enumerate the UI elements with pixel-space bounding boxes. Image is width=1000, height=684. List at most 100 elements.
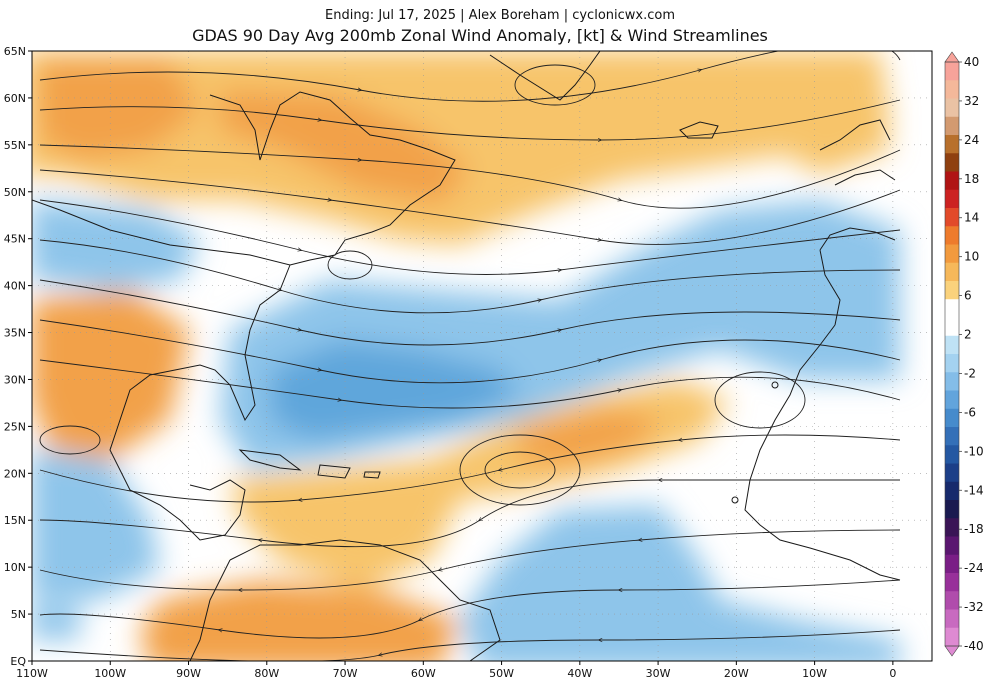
colorbar-swatch <box>945 372 959 391</box>
colorbar-label: 24 <box>964 133 979 147</box>
colorbar-label: -2 <box>964 366 976 380</box>
coast-europe <box>819 119 896 326</box>
colorbar-swatch <box>945 536 959 556</box>
lon-tick-label: 0 <box>889 667 896 680</box>
lon-tick-label: 70W <box>333 667 358 680</box>
streamline <box>39 144 901 209</box>
lon-tick-label: 60W <box>411 667 436 680</box>
colorbar-swatch <box>945 135 959 154</box>
colorbar-swatch <box>945 445 959 464</box>
streamline-gyre-west <box>39 425 101 455</box>
colorbar-max-extend <box>944 51 960 63</box>
lat-tick-label: 45N <box>4 233 26 246</box>
colorbar-label: 18 <box>964 172 979 186</box>
colorbar-swatch <box>945 98 959 118</box>
longitude-axis: 110W 100W 90W 80W 70W 60W 50W 40W 30W 20W 10W 0 <box>16 661 896 680</box>
colorbar-swatch <box>945 299 959 318</box>
streamline <box>39 169 901 245</box>
lon-tick-label: 10W <box>802 667 827 680</box>
streamline <box>39 359 901 409</box>
lat-tick-label: 35N <box>4 327 26 340</box>
streamline <box>39 239 901 314</box>
colorbar-label: -24 <box>964 561 984 575</box>
colorbar-swatch <box>945 317 959 337</box>
anomaly-negative-west <box>32 200 200 290</box>
streamline <box>39 434 901 503</box>
streamline-gyre-north <box>514 64 596 106</box>
anomaly-positive-southwest <box>32 290 190 460</box>
streamline <box>39 199 901 275</box>
colorbar-label: 6 <box>964 289 972 303</box>
lat-tick-label: 10N <box>4 561 26 574</box>
colorbar-swatch <box>945 481 959 501</box>
lat-tick-label: 55N <box>4 139 26 152</box>
colorbar-swatch <box>945 226 959 245</box>
map-title: GDAS 90 Day Avg 200mb Zonal Wind Anomaly… <box>192 26 768 45</box>
lon-tick-label: 50W <box>489 667 514 680</box>
lat-tick-label: 5N <box>11 608 26 621</box>
colorbar-swatch <box>945 335 959 355</box>
map-border <box>31 50 933 662</box>
lon-tick-label: 100W <box>94 667 126 680</box>
streamline-gyre-east <box>714 371 806 429</box>
lat-tick-label: 40N <box>4 280 26 293</box>
colorbar: 40 32 24 18 14 10 6 2 -2 -6 -10 -14 -18 -24 -32 -40 <box>944 51 984 657</box>
colorbar-label: -32 <box>964 600 984 614</box>
colorbar-label: 32 <box>964 94 979 108</box>
lat-tick-label: 25N <box>4 420 26 433</box>
colorbar-swatch <box>945 463 959 483</box>
streamline-gyre-atlantic <box>459 434 581 506</box>
colorbar-swatch <box>945 609 959 629</box>
lat-tick-label: 65N <box>4 45 26 58</box>
colorbar-label: -6 <box>964 405 976 419</box>
lon-tick-label: 20W <box>724 667 749 680</box>
streamline-gyre-atlantic-inner <box>484 451 556 489</box>
streamline <box>39 480 900 548</box>
lat-tick-label: 30N <box>4 373 26 386</box>
colorbar-swatch <box>945 408 959 428</box>
colorbar-swatch <box>945 573 959 592</box>
lon-tick-label: 80W <box>254 667 279 680</box>
coast-canary-islands <box>771 381 779 389</box>
streamline <box>39 99 901 140</box>
colorbar-swatch <box>945 554 959 574</box>
colorbar-swatch <box>945 427 959 446</box>
colorbar-swatch <box>945 591 959 610</box>
lon-tick-label: 90W <box>176 667 201 680</box>
colorbar-swatch <box>945 500 959 519</box>
colorbar-label: -18 <box>964 522 984 536</box>
colorbar-swatch <box>945 153 959 172</box>
streamline <box>39 319 901 384</box>
colorbar-label: 2 <box>964 328 972 342</box>
lon-tick-label: 110W <box>16 667 48 680</box>
streamline <box>39 579 901 639</box>
colorbar-label: -40 <box>964 639 984 653</box>
colorbar-label: -14 <box>964 483 984 497</box>
coast-cuba <box>238 449 302 471</box>
coast-cape-verde <box>731 496 739 504</box>
colorbar-swatch <box>945 208 959 227</box>
latitude-axis: 65N 60N 55N 50N 45N 40N 35N 30N 25N 20N 15N 10N 5N EQ <box>4 45 32 668</box>
lat-tick-label: 20N <box>4 467 26 480</box>
colorbar-swatch <box>945 627 959 647</box>
colorbar-swatch <box>945 62 959 81</box>
lon-tick-label: 40W <box>567 667 592 680</box>
colorbar-swatch <box>945 80 959 99</box>
streamline <box>39 51 901 102</box>
lat-tick-label: 15N <box>4 514 26 527</box>
colorbar-swatch <box>945 262 959 282</box>
wind-streamlines <box>39 51 901 661</box>
lat-tick-label: EQ <box>10 655 26 668</box>
colorbar-swatch <box>945 171 959 191</box>
colorbar-border <box>944 61 960 647</box>
streamline-gyre-coast <box>327 250 373 280</box>
colorbar-swatch <box>945 390 959 410</box>
lat-tick-label: 50N <box>4 186 26 199</box>
anomaly-negative-southwest <box>32 450 160 600</box>
colorbar-swatch <box>945 189 959 209</box>
anomaly-positive-north-east <box>690 55 890 175</box>
streamline <box>39 529 901 590</box>
lon-tick-label: 30W <box>646 667 671 680</box>
colorbar-label: -10 <box>964 444 984 458</box>
